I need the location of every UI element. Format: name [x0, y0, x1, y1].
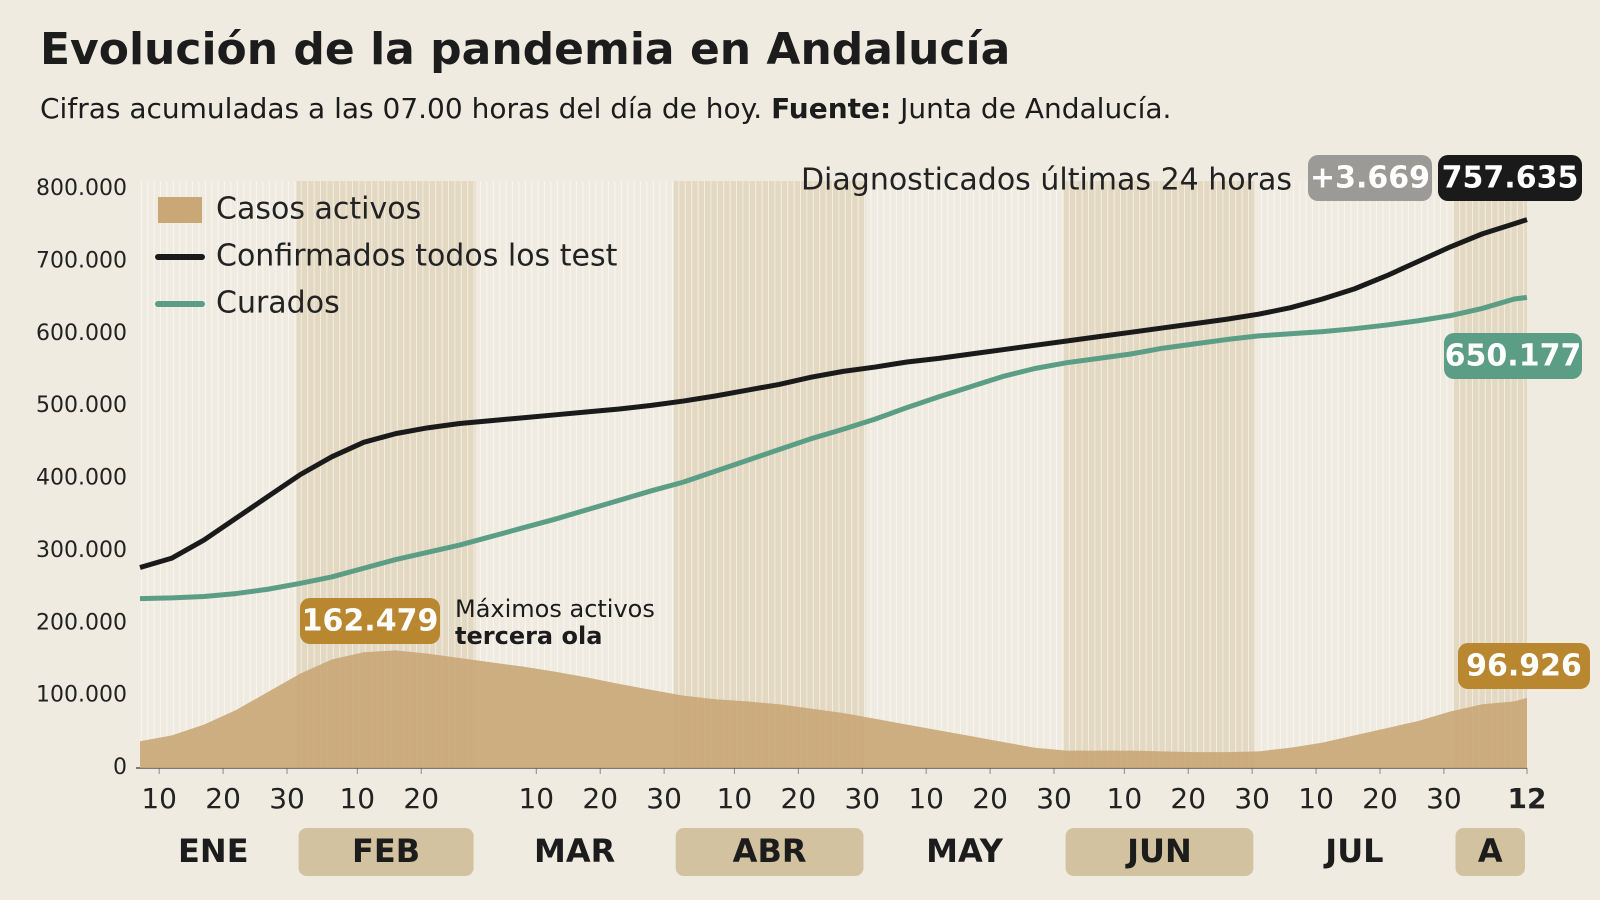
x-tick-label: 20: [403, 782, 439, 815]
legend-label: Confirmados todos los test: [216, 239, 618, 274]
y-tick-label: 700.000: [36, 248, 127, 273]
x-tick-label: 20: [1362, 782, 1398, 815]
y-tick-label: 800.000: [36, 176, 127, 201]
x-tick-label: 30: [1234, 782, 1270, 815]
callout-label: 162.479: [302, 604, 439, 639]
y-tick-label: 200.000: [36, 610, 127, 635]
x-tick-label: 30: [1426, 782, 1462, 815]
x-tick-label: 10: [1298, 782, 1334, 815]
legend-label: Curados: [216, 286, 340, 321]
y-tick-label: 500.000: [36, 393, 127, 418]
month-label: JUL: [1323, 832, 1383, 870]
callout-box: [1308, 155, 1432, 201]
x-tick-label: 10: [518, 782, 554, 815]
y-tick-label: 400.000: [36, 466, 127, 491]
x-tick-label: 20: [1170, 782, 1206, 815]
y-tick-label: 100.000: [36, 683, 127, 708]
source-label: Fuente:: [771, 92, 891, 125]
x-tick-label: 30: [269, 782, 305, 815]
x-tick-label: 10: [141, 782, 177, 815]
x-tick-label: 30: [844, 782, 880, 815]
month-label: A: [1478, 832, 1503, 870]
legend-label: Casos activos: [216, 192, 421, 227]
chart-title: Evolución de la pandemia en Andalucía: [40, 24, 1010, 75]
x-tick-label: 20: [972, 782, 1008, 815]
y-tick-label: 300.000: [36, 538, 127, 563]
x-tick-label: 20: [205, 782, 241, 815]
y-tick-label: 0: [113, 755, 127, 780]
month-label: ABR: [733, 832, 807, 870]
month-label: JUN: [1125, 832, 1192, 870]
line: [139, 294, 1528, 602]
subtitle-text: Cifras acumuladas a las 07.00 horas del …: [40, 92, 762, 125]
source: Junta de Andalucía.: [898, 92, 1171, 125]
x-tick-label: 10: [1107, 782, 1143, 815]
callout-label: 757.635: [1442, 161, 1579, 196]
x-tick-label: 10: [717, 782, 753, 815]
x-tick-label: 10: [908, 782, 944, 815]
callout-box: [1438, 155, 1582, 201]
line: [139, 217, 1528, 570]
subtitle: Cifras acumuladas a las 07.00 horas del …: [40, 92, 1171, 125]
month-band: [298, 828, 474, 876]
legend-swatch: [158, 197, 202, 223]
x-tick-label: 12: [1508, 782, 1547, 815]
month-label: MAY: [926, 832, 1004, 870]
month-band: [675, 828, 864, 876]
x-tick-label: 10: [339, 782, 375, 815]
annotation-text: Diagnosticados últimas 24 horas: [801, 163, 1292, 198]
month-label: MAR: [534, 832, 615, 870]
month-band: [1455, 828, 1525, 876]
callout-label: 650.177: [1445, 339, 1582, 374]
callout-box: [1444, 333, 1582, 379]
x-tick-label: 20: [582, 782, 618, 815]
callout-label: 96.926: [1466, 649, 1582, 684]
month-label: FEB: [352, 832, 420, 870]
annotation-text: Máximos activos: [455, 595, 655, 623]
y-tick-label: 600.000: [36, 321, 127, 346]
callout-box: [300, 598, 440, 644]
x-tick-label: 20: [781, 782, 817, 815]
month-band: [1065, 828, 1254, 876]
month-label: ENE: [178, 832, 249, 870]
x-tick-label: 30: [1036, 782, 1072, 815]
x-tick-label: 30: [646, 782, 682, 815]
area: [140, 650, 1527, 768]
callout-box: [1458, 643, 1590, 689]
callout-label: +3.669: [1310, 161, 1430, 196]
annotation-text: tercera ola: [455, 622, 602, 650]
